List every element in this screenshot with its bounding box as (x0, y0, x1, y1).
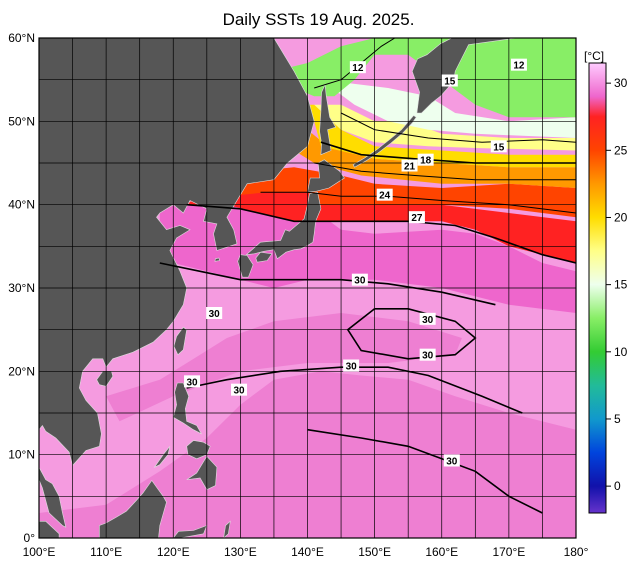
contour-label: 27 (411, 213, 423, 224)
land-masses (39, 38, 576, 538)
colorbar-tick-label: 15 (614, 278, 628, 292)
contour-label-bg (351, 273, 368, 286)
contour-label: 21 (404, 162, 416, 173)
lat-lon-grid (39, 38, 576, 538)
band-15 (320, 79, 576, 138)
contour-label: 24 (379, 191, 391, 202)
latitude-label: 20°N (8, 364, 35, 378)
isotherm-21 (314, 162, 576, 181)
latitude-label: 10°N (8, 448, 35, 462)
contour-label: 30 (354, 276, 366, 287)
colorbar-tick-label: 20 (614, 210, 628, 224)
band-29 (159, 204, 576, 313)
contour-label-bg (184, 375, 201, 388)
land-hokkaido (307, 159, 345, 193)
land-shikoku (255, 251, 273, 263)
land-visayas (186, 440, 211, 460)
contour-label: 18 (420, 156, 432, 167)
land-sakhalin (319, 83, 337, 156)
contour-label: 15 (444, 77, 456, 88)
colorbar-tick-label: 30 (614, 76, 628, 90)
contour-label: 30 (422, 351, 434, 362)
land-honshu (245, 191, 322, 260)
colorbar-tick-label: 5 (614, 412, 621, 426)
longitude-label: 110°E (90, 545, 122, 559)
land-korea-jeju (214, 257, 220, 262)
contour-label: 30 (446, 457, 458, 468)
contour-label: 30 (186, 377, 198, 388)
map-title: Daily SSTs 19 Aug. 2025. (222, 10, 415, 29)
longitude-label: 140°E (291, 545, 324, 559)
colorbar-tick-label: 10 (614, 345, 628, 359)
longitude-label: 170°E (492, 545, 525, 559)
contour-label: 12 (513, 61, 525, 72)
colorbar-tick-label: 25 (614, 143, 628, 157)
isotherm-15 (340, 112, 576, 143)
band-12 (273, 38, 576, 118)
contour-label: 30 (346, 362, 358, 373)
contour-label-bg (401, 159, 418, 172)
contour-label-bg (490, 140, 507, 153)
land-borneo (99, 479, 167, 538)
band-hot-2 (106, 313, 462, 422)
longitude-label: 120°E (157, 545, 190, 559)
contour-label-bg (419, 312, 436, 325)
longitude-labels: 100°E 110°E 120°E 130°E 140°E 150°E 160°E 170°E… (23, 545, 589, 559)
contour-label-bg (349, 61, 366, 74)
band-20 (294, 104, 576, 168)
contour-label-bg (231, 383, 248, 396)
contour-label-bg (376, 188, 393, 201)
longitude-label: 180° (564, 545, 589, 559)
latitude-label: 60°N (8, 31, 35, 45)
contour-label-bg (419, 348, 436, 361)
colorbar-gradient (588, 62, 607, 514)
contour-labels: 12 12 15 15 18 21 24 27 30 30 30 30 30 30 30 30 (184, 58, 527, 468)
latitude-label: 30°N (8, 281, 35, 295)
colorbar: [°C] 30 25 20 15 10 5 0 (584, 49, 628, 514)
contour-label-bg (510, 58, 527, 71)
band-27 (186, 188, 576, 263)
colorbar-tick-label: 0 (614, 479, 621, 493)
band-17 (314, 104, 576, 151)
contour-label-bg (443, 454, 460, 467)
map-frame (38, 37, 577, 539)
contour-label-bg (417, 153, 434, 166)
contour-label-bg (206, 307, 223, 319)
land-mindanao (186, 455, 218, 491)
contour-label: 30 (422, 315, 434, 326)
land-luzon (172, 382, 203, 435)
latitude-label: 40°N (8, 198, 35, 212)
latitude-labels: 0° 10°N 20°N 30°N 40°N 50°N 60°N (8, 31, 35, 545)
contour-label: 30 (233, 386, 245, 397)
contour-label: 15 (493, 142, 505, 153)
colorbar-unit: [°C] (584, 49, 604, 63)
land-kamchatka (411, 38, 576, 114)
latitude-label: 0° (24, 531, 36, 545)
contour-label-bg (441, 74, 458, 87)
contour-label-bg (408, 211, 425, 224)
longitude-label: 150°E (358, 545, 391, 559)
land-kuril-chain (352, 115, 417, 168)
longitude-label: 130°E (224, 545, 257, 559)
colorbar-ticks: 30 25 20 15 10 5 0 (606, 76, 628, 493)
isotherm-30-south (186, 366, 523, 414)
land-malay-peninsula (39, 467, 67, 528)
contour-label-bg (343, 359, 360, 372)
land-palawan (153, 446, 171, 468)
land-sumatra (39, 521, 60, 538)
longitude-label: 100°E (23, 545, 56, 559)
contour-label: 30 (209, 309, 221, 320)
contour-label: 12 (352, 63, 364, 74)
land-halmahera (223, 520, 231, 538)
longitude-label: 160°E (425, 545, 458, 559)
latitude-label: 50°N (8, 114, 35, 128)
